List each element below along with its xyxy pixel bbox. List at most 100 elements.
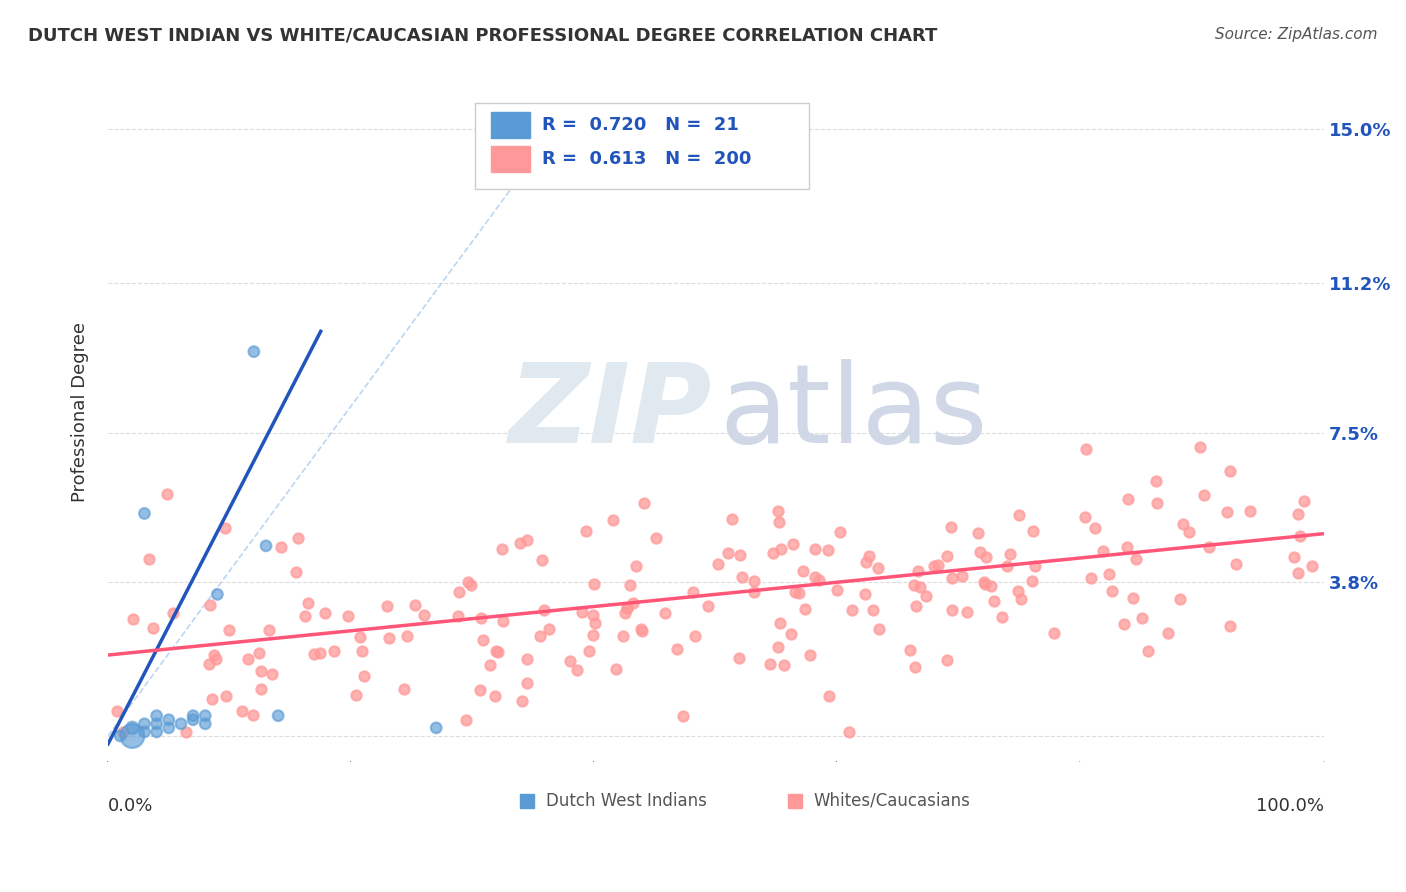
- Point: [201, 692, 224, 706]
- Point: [1022, 524, 1045, 539]
- Point: [1225, 557, 1247, 571]
- Point: [983, 594, 1005, 608]
- Point: [396, 629, 419, 643]
- Point: [1168, 592, 1191, 607]
- Point: [773, 657, 796, 672]
- Point: [782, 536, 804, 550]
- Point: [1198, 540, 1220, 554]
- Point: [260, 667, 283, 681]
- Text: DUTCH WEST INDIAN VS WHITE/CAUCASIAN PROFESSIONAL DEGREE CORRELATION CHART: DUTCH WEST INDIAN VS WHITE/CAUCASIAN PRO…: [28, 27, 938, 45]
- Point: [974, 549, 997, 564]
- Point: [516, 652, 538, 666]
- Text: Source: ZipAtlas.com: Source: ZipAtlas.com: [1215, 27, 1378, 42]
- Point: [858, 549, 880, 563]
- Point: [1292, 493, 1315, 508]
- Point: [742, 585, 765, 599]
- Point: [935, 549, 957, 564]
- Point: [134, 507, 156, 521]
- Point: [560, 654, 582, 668]
- Point: [1146, 496, 1168, 510]
- Point: [254, 539, 277, 553]
- Point: [202, 648, 225, 662]
- Point: [509, 536, 531, 550]
- Point: [571, 605, 593, 619]
- Point: [633, 496, 655, 510]
- Point: [460, 578, 482, 592]
- Point: [825, 582, 848, 597]
- Point: [214, 521, 236, 535]
- Point: [707, 557, 730, 571]
- Point: [145, 716, 167, 731]
- Point: [973, 577, 995, 591]
- Point: [105, 704, 128, 718]
- Point: [510, 694, 533, 708]
- Point: [624, 559, 647, 574]
- Point: [309, 646, 332, 660]
- Point: [769, 615, 792, 630]
- Point: [804, 570, 827, 584]
- Point: [1091, 544, 1114, 558]
- Point: [181, 708, 204, 723]
- Point: [619, 578, 641, 592]
- Point: [612, 629, 634, 643]
- Point: [1000, 547, 1022, 561]
- Point: [405, 598, 427, 612]
- Point: [1021, 574, 1043, 589]
- Point: [142, 622, 165, 636]
- Point: [1076, 442, 1098, 457]
- Point: [378, 632, 401, 646]
- Point: [728, 651, 751, 665]
- Bar: [491, 146, 530, 172]
- Point: [935, 653, 957, 667]
- Point: [672, 709, 695, 723]
- Point: [868, 622, 890, 636]
- Point: [471, 633, 494, 648]
- Point: [853, 587, 876, 601]
- Point: [1080, 571, 1102, 585]
- Point: [134, 725, 156, 739]
- Point: [484, 689, 506, 703]
- Point: [157, 721, 180, 735]
- Point: [375, 599, 398, 613]
- Point: [582, 607, 605, 622]
- Point: [1156, 626, 1178, 640]
- Point: [1116, 491, 1139, 506]
- Text: Dutch West Indians: Dutch West Indians: [546, 792, 706, 810]
- Point: [939, 520, 962, 534]
- Point: [631, 624, 654, 638]
- Point: [792, 564, 814, 578]
- Point: [492, 615, 515, 629]
- Point: [783, 585, 806, 599]
- Point: [1144, 474, 1167, 488]
- Point: [485, 644, 508, 658]
- Point: [1122, 591, 1144, 606]
- Point: [247, 646, 270, 660]
- Point: [349, 630, 371, 644]
- Point: [1171, 517, 1194, 532]
- Point: [768, 515, 790, 529]
- Point: [717, 546, 740, 560]
- Point: [267, 708, 290, 723]
- Point: [973, 574, 995, 589]
- Point: [447, 585, 470, 599]
- Point: [478, 658, 501, 673]
- Point: [969, 545, 991, 559]
- Point: [575, 524, 598, 538]
- Point: [630, 622, 652, 636]
- Point: [531, 552, 554, 566]
- Point: [1284, 550, 1306, 565]
- Point: [818, 689, 841, 703]
- Point: [447, 609, 470, 624]
- Point: [666, 641, 689, 656]
- Point: [231, 704, 253, 718]
- Bar: [491, 112, 530, 138]
- Point: [682, 584, 704, 599]
- Point: [1010, 592, 1032, 607]
- Point: [181, 713, 204, 727]
- Point: [697, 599, 720, 613]
- Point: [645, 532, 668, 546]
- Point: [967, 525, 990, 540]
- Point: [297, 596, 319, 610]
- Point: [841, 603, 863, 617]
- Text: Whites/Caucasians: Whites/Caucasians: [813, 792, 970, 810]
